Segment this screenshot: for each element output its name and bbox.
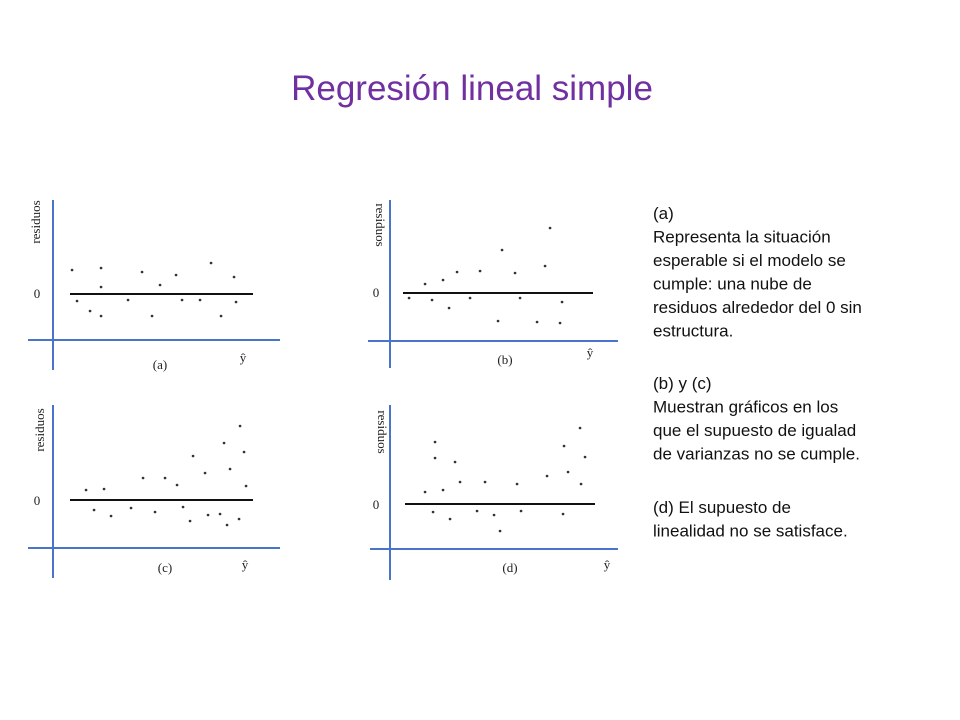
note-line: cumple: una nube de [653,275,812,294]
plot-label: (b) [497,352,512,367]
slide-title: Regresión lineal simple [291,69,653,108]
y-label: residuos [28,200,43,243]
y-label: residuos [32,408,47,451]
residual-points [423,426,587,533]
x-label: ŷ [240,350,247,365]
zero-label: 0 [373,285,380,300]
notes: (a) Representa la situación esperable si e… [653,204,862,541]
y-label: residuos [375,410,390,453]
plot-a: 0 residuos (a) ŷ [28,200,280,372]
note-line: (d) El supuesto de [653,498,791,517]
note-line: Muestran gráficos en los [653,398,838,417]
y-label: residuos [373,203,388,246]
x-label: ŷ [242,557,249,572]
zero-label: 0 [34,286,41,301]
note-line: estructura. [653,322,733,341]
plot-label: (d) [502,560,517,575]
note-line: Representa la situación [653,228,831,247]
note-line: de varianzas no se cumple. [653,445,860,464]
zero-label: 0 [373,497,380,512]
plot-label: (c) [158,560,172,575]
x-label: ŷ [587,345,594,360]
note-line: residuos alrededor del 0 sin [653,298,862,317]
zero-label: 0 [34,493,41,508]
residual-points [407,226,564,325]
note-line: linealidad no se satisface. [653,522,848,541]
note-line: que el supuesto de igualad [653,421,856,440]
plot-c: 0 residuos (c) ŷ [28,405,280,578]
plot-d: 0 residuos (d) ŷ [370,405,618,580]
residual-points [70,261,238,318]
note-line: (a) [653,204,674,223]
plot-label: (a) [153,357,167,372]
plot-b: 0 residuos (b) ŷ [368,200,618,368]
x-label: ŷ [604,557,611,572]
residual-points [84,424,248,527]
note-line: esperable si el modelo se [653,251,846,270]
note-line: (b) y (c) [653,374,712,393]
